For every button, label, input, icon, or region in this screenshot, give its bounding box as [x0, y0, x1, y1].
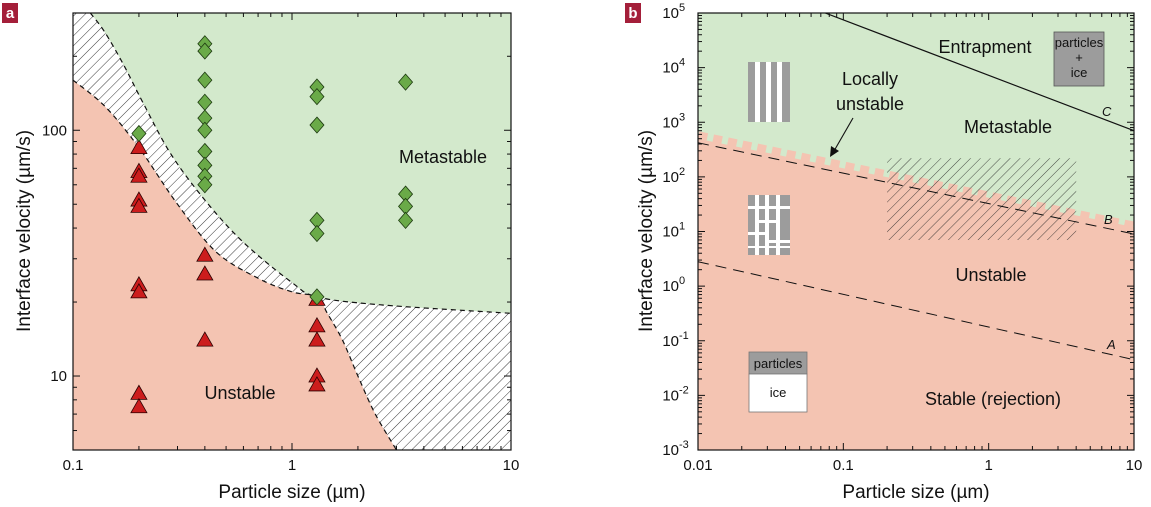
metastable-diamond-marker	[309, 288, 325, 306]
inset-ice-label: ice	[1071, 65, 1088, 80]
metastable-diamond-marker	[309, 224, 325, 243]
y-tick-exponent: 2	[679, 166, 685, 178]
region-label-stable: Stable (rejection)	[925, 389, 1061, 409]
metastable-diamond-marker	[309, 116, 325, 134]
y-tick-exponent: -3	[679, 439, 689, 451]
inset-particles-label: particles	[1055, 35, 1104, 50]
line-c	[824, 13, 1134, 132]
region-label-metastable: Metastable	[399, 147, 487, 167]
panel-b-badge: b	[625, 3, 641, 23]
data-points	[130, 35, 414, 414]
y-tick-label: 10	[50, 368, 67, 385]
unstable-triangle-marker	[308, 376, 326, 392]
x-tick-label: 1	[288, 457, 296, 474]
hatched-box	[887, 158, 1077, 240]
x-tick-label: 0.1	[63, 457, 84, 474]
region-label-unstable: Unstable	[955, 265, 1026, 285]
y-tick-label: 10	[662, 60, 679, 77]
line-a	[698, 261, 1134, 361]
panel-b-y-axis-label: Interface velocity (µm/s)	[636, 130, 657, 332]
chart-panel-a: 0.1 1 10 10 100 Metastable Unstable Particle…	[14, 12, 520, 503]
y-tick-label: 10	[662, 442, 679, 459]
panel-a-y-axis-label: Interface velocity (µm/s)	[14, 130, 35, 332]
metastable-diamond-marker	[197, 121, 213, 139]
annotation-arrow	[830, 117, 854, 157]
y-tick-exponent: 5	[679, 2, 685, 14]
stable-inset-particles-label: particles	[754, 356, 803, 371]
panel-b-x-axis-label: Particle size (µm)	[842, 482, 989, 503]
unstable-triangle-marker	[130, 397, 148, 414]
y-tick-exponent: 1	[679, 221, 685, 233]
annotation-unstable: unstable	[836, 94, 904, 114]
metastable-diamond-marker	[309, 88, 325, 106]
unstable-triangle-marker	[196, 246, 214, 262]
metastable-diamond-marker	[398, 211, 414, 229]
metastable-diamond-marker	[197, 176, 213, 194]
y-tick-label: 10	[662, 169, 679, 186]
upper-boundary-curve	[89, 13, 511, 314]
y-tick-label: 100	[42, 122, 67, 139]
entrapment-inset-box: particles + ice	[1053, 31, 1105, 87]
panel-a-badge: a	[2, 3, 18, 23]
unstable-triangle-marker	[308, 331, 326, 347]
region-label-metastable: Metastable	[964, 117, 1052, 137]
y-tick-label: 10	[662, 278, 679, 295]
unstable-triangle-marker	[130, 138, 148, 155]
y-tick-exponent: -2	[679, 384, 689, 396]
metastable-diamond-marker	[131, 124, 147, 143]
fragmented-lamellae-inset	[748, 195, 790, 255]
y-tick-label: 10	[662, 333, 679, 350]
line-label-b: B	[1104, 212, 1113, 227]
y-tick-exponent: 0	[679, 275, 685, 287]
x-tick-label: 1	[984, 457, 992, 474]
panel-a-x-axis-label: Particle size (µm)	[218, 482, 365, 503]
y-tick-exponent: 3	[679, 111, 685, 123]
panel-a-ticks: 0.1 1 10 10 100	[42, 12, 520, 474]
unstable-triangle-marker	[196, 331, 214, 347]
annotation-locally: Locally	[842, 69, 898, 89]
vertical-lamellae-inset	[748, 62, 790, 122]
line-label-c: C	[1102, 104, 1112, 119]
region-label-entrapment: Entrapment	[938, 37, 1031, 57]
unstable-triangle-marker	[130, 283, 148, 299]
x-tick-label: 10	[503, 457, 520, 474]
panel-a-label: a	[6, 5, 15, 22]
unstable-region	[73, 80, 397, 450]
metastable-diamond-marker	[398, 73, 414, 91]
x-tick-label: 0.01	[683, 457, 712, 474]
metastable-diamond-marker	[197, 42, 213, 60]
x-tick-label: 0.1	[833, 457, 854, 474]
y-tick-label: 10	[662, 387, 679, 404]
region-label-unstable: Unstable	[204, 383, 275, 403]
unstable-triangle-marker	[130, 167, 148, 183]
y-tick-label: 10	[662, 224, 679, 241]
y-tick-label: 10	[662, 114, 679, 131]
line-b	[698, 142, 1134, 235]
stable-inset-ice-label: ice	[770, 385, 787, 400]
unstable-triangle-marker	[196, 265, 214, 281]
y-tick-exponent: 4	[679, 57, 685, 69]
y-tick-exponent: -1	[679, 330, 689, 342]
line-label-a: A	[1106, 337, 1116, 352]
metastable-diamond-marker	[197, 71, 213, 89]
y-tick-label: 10	[662, 5, 679, 22]
panel-b-label: b	[628, 5, 637, 22]
x-tick-label: 10	[1126, 457, 1143, 474]
inset-plus-label: +	[1075, 50, 1083, 65]
unstable-triangle-marker	[130, 197, 148, 213]
stable-inset-box: particles ice	[748, 351, 808, 413]
